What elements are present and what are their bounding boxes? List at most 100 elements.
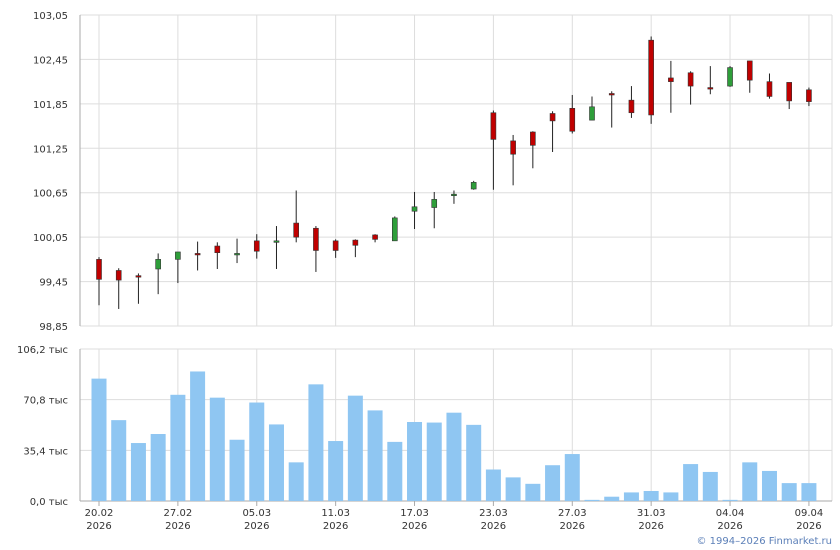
volume-bar: [426, 422, 442, 501]
x-axis-date-label: 23.03: [479, 508, 508, 519]
x-axis-year-label: 2026: [402, 521, 427, 532]
volume-bar: [623, 492, 639, 501]
price-axis-label: 102,45: [33, 55, 68, 66]
candle-body: [470, 182, 477, 190]
copyright-notice: © 1994–2026 Finmarket.ru: [696, 536, 832, 547]
candle-body: [155, 259, 161, 270]
candle: [470, 180, 477, 190]
volume-bar: [229, 439, 245, 501]
x-axis-year-label: 2026: [323, 521, 348, 532]
x-axis-year-label: 2026: [796, 521, 821, 532]
x-axis-date-label: 20.02: [85, 508, 114, 519]
candle-body: [530, 131, 536, 146]
x-axis-year-label: 2026: [560, 521, 585, 532]
candle-body: [273, 240, 280, 243]
volume-bar: [525, 483, 541, 501]
candle-body: [608, 93, 615, 96]
candle-body: [135, 275, 142, 278]
candle: [608, 91, 615, 128]
price-axis-label: 99,45: [39, 278, 68, 289]
candle: [746, 60, 753, 93]
price-axis-label: 100,65: [33, 189, 68, 200]
candle: [451, 190, 457, 204]
candle: [668, 60, 674, 113]
volume-bar: [407, 421, 423, 501]
candle: [175, 251, 181, 284]
candle-body: [194, 253, 201, 256]
candle: [549, 111, 556, 152]
candle-body: [707, 87, 714, 90]
volume-bar: [111, 420, 127, 501]
x-axis-year-label: 2026: [717, 521, 742, 532]
volume-axis-label: 106,2 тыс: [17, 345, 68, 356]
volume-bar: [584, 499, 600, 501]
candle-body: [115, 270, 122, 281]
candle-body: [786, 82, 793, 102]
candle: [687, 71, 694, 105]
volume-bar: [722, 499, 738, 501]
candle: [648, 36, 654, 124]
candle: [253, 234, 260, 259]
candle-body: [549, 113, 556, 122]
candle: [628, 86, 635, 118]
volume-bar: [643, 490, 659, 501]
candle-body: [352, 239, 359, 246]
candle: [431, 191, 438, 229]
x-axis-date-label: 04.04: [716, 508, 745, 519]
price-axis-label: 101,85: [33, 100, 68, 111]
volume-axis-label: 0,0 тыс: [30, 497, 68, 508]
candle: [569, 94, 576, 134]
price-axis-label: 100,05: [33, 233, 68, 244]
candle: [806, 87, 812, 107]
candle: [372, 234, 378, 243]
volume-bar: [308, 384, 324, 501]
candle: [786, 82, 793, 110]
candle: [707, 66, 714, 95]
candle-body: [628, 99, 635, 114]
x-axis-date-label: 31.03: [637, 508, 666, 519]
candle: [766, 73, 773, 99]
candle: [234, 238, 240, 264]
volume-bar: [742, 462, 758, 501]
candle: [313, 226, 319, 272]
volume-bar: [545, 465, 561, 501]
volume-bar: [781, 483, 797, 501]
candle: [155, 253, 161, 295]
candle-body: [313, 227, 319, 251]
candle-body: [96, 259, 102, 280]
candle: [293, 190, 300, 243]
candle: [589, 96, 595, 121]
volume-bar: [466, 424, 482, 501]
x-axis-year-label: 2026: [638, 521, 663, 532]
x-axis-date-label: 27.03: [558, 508, 587, 519]
volume-bar: [663, 492, 679, 501]
volume-axis-label: 70,8 тыс: [23, 396, 68, 407]
candle-body: [569, 108, 576, 132]
candle-body: [234, 253, 240, 256]
volume-bar: [130, 443, 146, 501]
candle: [510, 134, 516, 186]
volume-bar: [209, 397, 225, 501]
price-axis-label: 98,85: [39, 322, 68, 333]
candle-body: [431, 199, 438, 208]
price-axis-label: 103,05: [33, 11, 68, 22]
candle-body: [214, 245, 221, 253]
x-axis-date-label: 17.03: [400, 508, 429, 519]
volume-bar: [328, 441, 344, 501]
candle-body: [668, 77, 674, 82]
candle: [391, 216, 398, 242]
x-axis-date-label: 05.03: [242, 508, 271, 519]
candle-body: [253, 240, 260, 252]
candle-body: [510, 140, 516, 155]
volume-bar: [761, 470, 777, 501]
volume-bar: [150, 434, 166, 501]
candle: [194, 241, 201, 271]
candle: [352, 239, 359, 258]
candle-body: [411, 206, 418, 212]
x-axis-date-label: 09.04: [795, 508, 824, 519]
x-axis-year-label: 2026: [244, 521, 269, 532]
volume-bar: [170, 394, 186, 501]
candle-body: [766, 81, 773, 97]
volume-bar: [446, 412, 462, 501]
candle: [411, 191, 418, 229]
